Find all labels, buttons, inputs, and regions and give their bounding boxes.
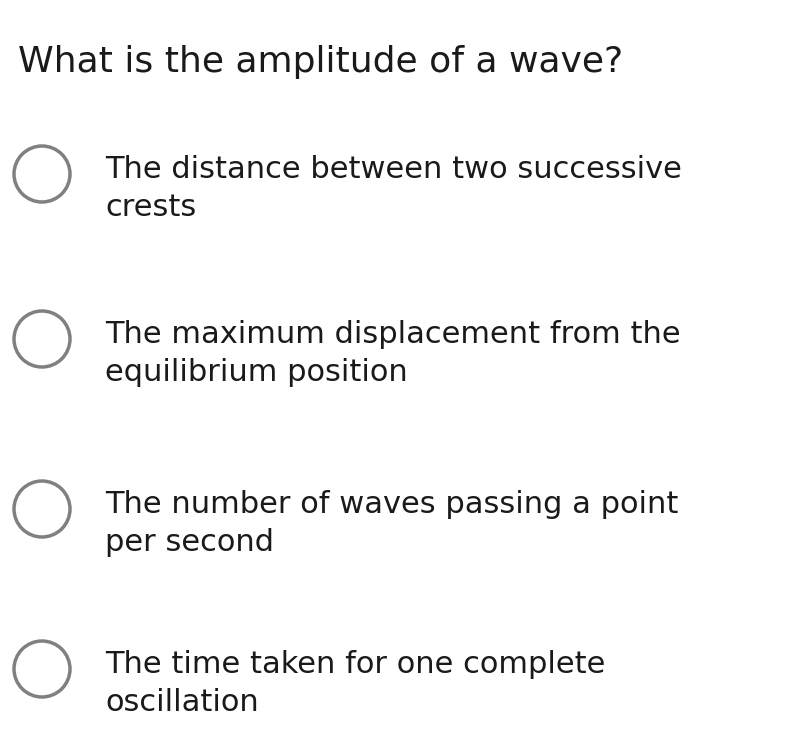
Text: equilibrium position: equilibrium position [105, 358, 408, 387]
Text: per second: per second [105, 528, 274, 557]
Text: The maximum displacement from the: The maximum displacement from the [105, 320, 680, 349]
Text: oscillation: oscillation [105, 688, 259, 717]
Text: The time taken for one complete: The time taken for one complete [105, 650, 605, 679]
Text: What is the amplitude of a wave?: What is the amplitude of a wave? [18, 45, 623, 79]
Text: The number of waves passing a point: The number of waves passing a point [105, 490, 679, 519]
Text: The distance between two successive: The distance between two successive [105, 155, 682, 184]
Text: crests: crests [105, 193, 197, 222]
